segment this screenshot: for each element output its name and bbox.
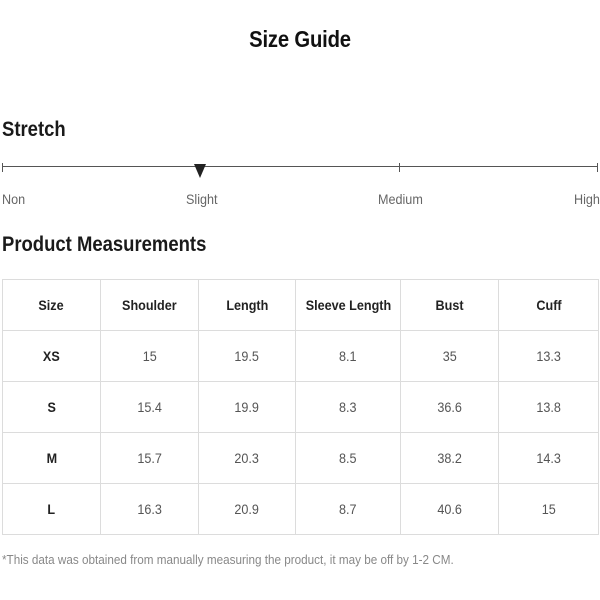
table-cell: 13.3: [498, 330, 599, 382]
table-cell: 16.3: [100, 483, 199, 535]
table-row: S 15.4 19.9 8.3 36.6 13.8: [2, 381, 599, 433]
table-cell: 13.8: [498, 381, 599, 433]
table-cell: 20.9: [198, 483, 296, 535]
stretch-label-slight: Slight: [186, 191, 218, 207]
table-cell: 35: [400, 330, 499, 382]
stretch-tick-non: [2, 163, 3, 172]
column-header-shoulder: Shoulder: [100, 279, 199, 331]
table-cell: 15.4: [100, 381, 199, 433]
stretch-label-high: High: [574, 191, 600, 207]
size-cell: S: [2, 381, 101, 433]
table-cell: 8.1: [295, 330, 401, 382]
stretch-scale: Non Slight Medium High: [2, 160, 600, 220]
table-row: M 15.7 20.3 8.5 38.2 14.3: [2, 432, 599, 484]
table-cell: 15: [100, 330, 199, 382]
table-cell: 8.3: [295, 381, 401, 433]
size-cell: M: [2, 432, 101, 484]
table-cell: 15.7: [100, 432, 199, 484]
stretch-heading: Stretch: [2, 118, 66, 141]
measurements-heading: Product Measurements: [2, 233, 207, 256]
table-cell: 15: [498, 483, 599, 535]
column-header-length: Length: [198, 279, 296, 331]
table-row: L 16.3 20.9 8.7 40.6 15: [2, 483, 599, 535]
measurements-table: Size Shoulder Length Sleeve Length Bust …: [2, 279, 599, 535]
stretch-label-non: Non: [2, 191, 26, 207]
column-header-cuff: Cuff: [498, 279, 599, 331]
table-cell: 14.3: [498, 432, 599, 484]
table-cell: 38.2: [400, 432, 499, 484]
table-header-row: Size Shoulder Length Sleeve Length Bust …: [2, 279, 599, 331]
table-cell: 8.5: [295, 432, 401, 484]
stretch-scale-line: [2, 166, 598, 167]
table-cell: 8.7: [295, 483, 401, 535]
stretch-tick-medium: [399, 163, 400, 172]
stretch-tick-high: [597, 163, 598, 172]
column-header-size: Size: [2, 279, 101, 331]
table-cell: 19.5: [198, 330, 296, 382]
stretch-label-medium: Medium: [378, 191, 423, 207]
column-header-sleeve-length: Sleeve Length: [295, 279, 401, 331]
page-title: Size Guide: [249, 26, 351, 52]
table-row: XS 15 19.5 8.1 35 13.3: [2, 330, 599, 382]
stretch-marker-icon: [194, 164, 206, 178]
table-cell: 19.9: [198, 381, 296, 433]
size-cell: L: [2, 483, 101, 535]
measurement-disclaimer: *This data was obtained from manually me…: [2, 552, 454, 567]
column-header-bust: Bust: [400, 279, 499, 331]
table-cell: 40.6: [400, 483, 499, 535]
table-cell: 20.3: [198, 432, 296, 484]
size-cell: XS: [2, 330, 101, 382]
table-cell: 36.6: [400, 381, 499, 433]
